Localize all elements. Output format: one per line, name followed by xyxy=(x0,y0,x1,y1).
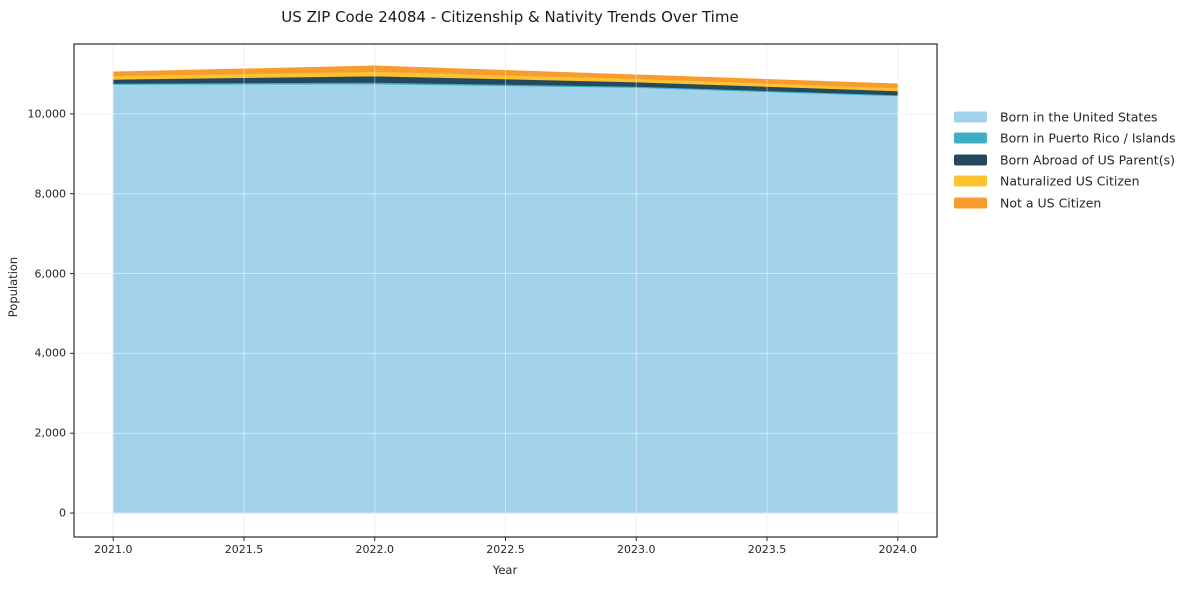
x-tick-label: 2022.0 xyxy=(355,543,394,556)
y-tick-label: 4,000 xyxy=(34,346,67,360)
legend-item-born-abroad-of-us-parent-s: Born Abroad of US Parent(s) xyxy=(954,152,1175,167)
x-tick-label: 2022.5 xyxy=(486,543,525,556)
legend-swatch-naturalized-us-citizen xyxy=(954,175,987,187)
y-tick-label: 8,000 xyxy=(34,187,67,201)
x-tick-label: 2021.5 xyxy=(224,543,264,556)
legend-swatch-not-a-us-citizen xyxy=(954,197,987,208)
chart-title: US ZIP Code 24084 - Citizenship & Nativi… xyxy=(281,8,739,26)
x-tick-label: 2021.0 xyxy=(93,543,133,556)
legend-swatch-born-abroad-of-us-parent-s xyxy=(954,154,987,165)
y-tick-label: 0 xyxy=(59,506,66,520)
legend-label: Born Abroad of US Parent(s) xyxy=(1000,152,1175,167)
legend-swatch-born-in-the-united-states xyxy=(954,111,987,122)
legend-item-born-in-the-united-states: Born in the United States xyxy=(954,109,1158,124)
area-not-a-us-citizen xyxy=(112,65,899,89)
legend-swatch-born-in-puerto-rico-islands xyxy=(954,132,987,144)
x-tick-label: 2023.0 xyxy=(617,543,656,556)
x-axis-label: Year xyxy=(492,563,518,577)
legend-item-not-a-us-citizen: Not a US Citizen xyxy=(954,195,1101,210)
y-tick-label: 10,000 xyxy=(27,107,67,121)
legend-label: Born in the United States xyxy=(1000,109,1158,124)
legend-item-born-in-puerto-rico-islands: Born in Puerto Rico / Islands xyxy=(954,131,1176,146)
x-tick-label: 2024.0 xyxy=(878,543,918,556)
legend-label: Naturalized US Citizen xyxy=(1000,173,1140,189)
x-tick-label: 2023.5 xyxy=(747,543,787,556)
legend-item-naturalized-us-citizen: Naturalized US Citizen xyxy=(954,174,1140,189)
y-tick-label: 2,000 xyxy=(34,426,67,440)
legend-label: Born in Puerto Rico / Islands xyxy=(1000,130,1176,146)
y-tick-label: 6,000 xyxy=(34,267,67,281)
y-axis-label: Population xyxy=(6,256,20,318)
legend-label: Not a US Citizen xyxy=(1000,195,1102,210)
